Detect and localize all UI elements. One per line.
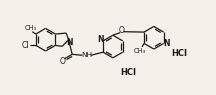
Text: Cl: Cl bbox=[21, 41, 29, 50]
Text: HCl: HCl bbox=[121, 68, 137, 77]
Text: O: O bbox=[119, 26, 125, 35]
Text: N: N bbox=[163, 39, 170, 48]
Text: NH: NH bbox=[81, 51, 92, 57]
Text: CH₃: CH₃ bbox=[24, 25, 37, 31]
Text: HCl: HCl bbox=[171, 49, 187, 58]
Text: N: N bbox=[97, 35, 104, 44]
Text: N: N bbox=[66, 38, 73, 47]
Text: O: O bbox=[60, 57, 66, 66]
Text: CH₃: CH₃ bbox=[134, 48, 146, 54]
